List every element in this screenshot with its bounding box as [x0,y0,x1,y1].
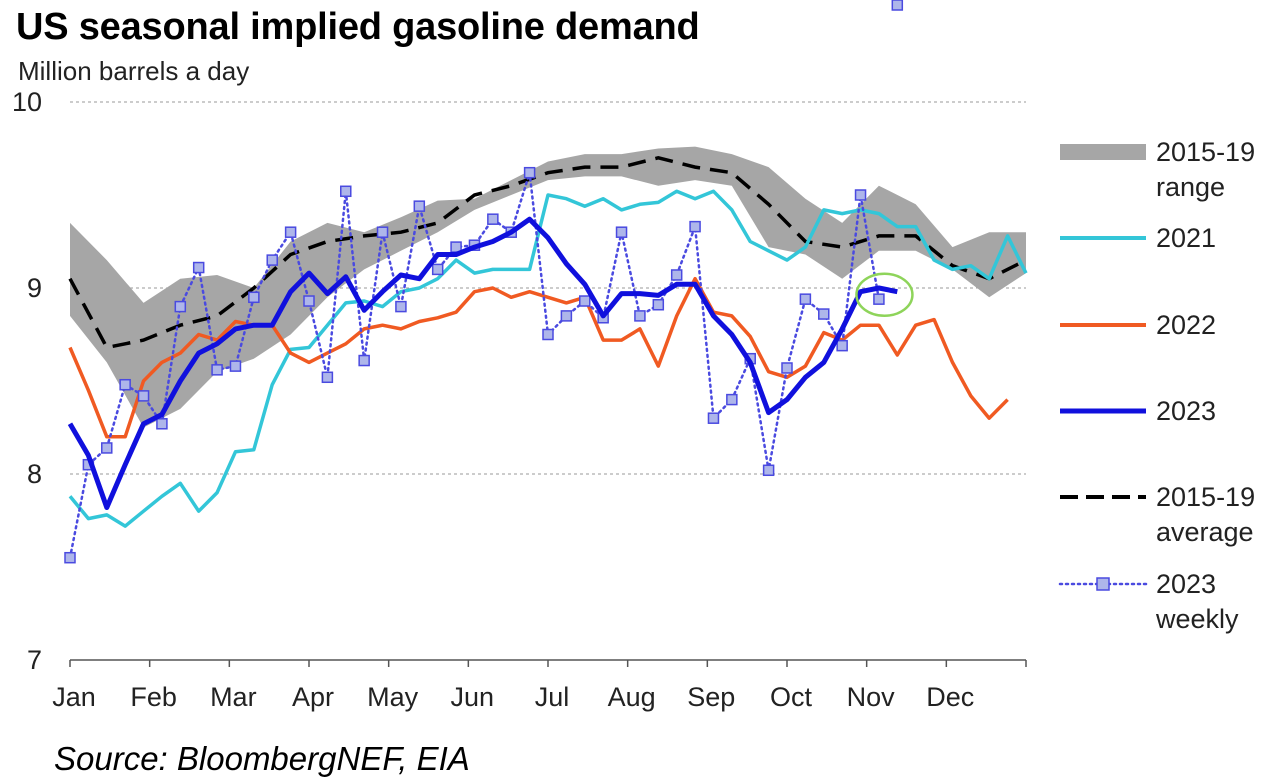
legend-label-s2022-0: 2022 [1156,310,1216,340]
legend-item-s2021: 2021 [1060,223,1216,253]
weekly-marker-5 [137,390,150,402]
weekly-marker-26 [523,166,536,179]
legend-label-range-1: range [1156,172,1225,202]
range-layer [70,146,1026,428]
range-band-2015-19 [70,146,1026,428]
x-tick-label-mar: Mar [210,682,257,712]
series-line-avg [68,155,1027,350]
weekly-marker-32 [634,310,646,322]
weekly-marker-35 [689,220,701,233]
legend-label-range-0: 2015-19 [1156,137,1255,167]
legend-layer: 2015-19range2021202220232015-19average20… [1058,137,1255,634]
legend-swatch-range [1060,144,1146,160]
weekly-marker-9 [211,364,223,376]
weekly-marker-4 [119,378,131,391]
weekly-marker-36 [707,412,720,424]
axis-layer: 7 8 9 10 Jan Feb Mar Apr May Jun Jul Aug Sep Oct Nov De… [12,87,1027,712]
x-tick-label-sep: Sep [687,682,735,712]
series-line-s2022 [68,276,1009,439]
series-line-s2021 [68,189,1028,528]
weekly-marker-6 [156,418,168,430]
legend-label-avg-1: average [1156,517,1254,547]
series-line-s2023 [67,216,898,510]
weekly-marker-37 [726,393,738,406]
weekly-marker-19 [395,300,407,313]
weekly-marker-21 [431,263,444,276]
legend-item-weekly: 2023 weekly [1058,569,1239,634]
y-tick-label-10: 10 [12,87,42,117]
legend-label-s2023-0: 2023 [1156,396,1216,426]
legend-swatch-weekly-marker [1096,577,1110,591]
legend-label-avg-0: 2015-19 [1156,482,1255,512]
weekly-marker-42 [818,308,830,320]
legend-item-s2023: 2023 [1060,396,1216,426]
legend-item-range: 2015-19 range [1060,137,1255,202]
x-tick-label-dec: Dec [926,682,974,712]
x-tick-label-nov: Nov [847,682,896,712]
chart-title: US seasonal implied gasoline demand [16,6,700,48]
x-tick-label-jun: Jun [451,682,495,712]
series-line-weekly [68,172,881,559]
weekly-marker-31 [615,226,628,238]
x-tick-label-jul: Jul [535,682,570,712]
legend-item-avg: 2015-19 average [1060,482,1255,547]
highlight-circle [855,272,914,317]
x-tick-label-jan: Jan [52,682,96,712]
weekly-marker-16 [340,185,352,198]
weekly-marker-29 [579,295,591,307]
x-tick-label-aug: Aug [608,682,656,712]
weekly-marker-27 [542,328,554,341]
weekly-marker-7 [174,300,187,313]
weekly-marker-12 [266,254,278,266]
weekly-marker-14 [303,295,315,307]
chart-subtitle: Million barrels a day [18,56,250,86]
x-tick-label-apr: Apr [292,682,334,712]
weekly-marker-24 [487,213,499,225]
weekly-marker-45 [873,293,885,305]
y-tick-label-9: 9 [27,273,42,303]
weekly-marker-3 [101,442,113,454]
legend-label-weekly-0: 2023 [1156,569,1216,599]
y-tick-label-8: 8 [27,459,42,489]
weekly-marker-15 [321,371,334,384]
weekly-marker-8 [192,261,205,274]
weekly-marker-40 [781,362,793,374]
y-tick-label-7: 7 [27,645,42,675]
weekly-marker-41 [799,293,812,305]
weekly-marker-33 [652,298,665,311]
weekly-marker-28 [560,310,573,322]
series-layer [64,0,1028,564]
weekly-marker-34 [670,269,683,281]
weekly-marker-39 [762,464,775,477]
weekly-marker-11 [248,291,260,304]
legend-label-weekly-1: weekly [1155,604,1239,634]
weekly-marker-20 [413,200,426,212]
weekly-marker-44 [854,189,867,201]
weekly-marker-18 [376,226,389,238]
weekly-marker-17 [358,354,370,367]
weekly-marker-46 [891,0,904,11]
weekly-marker-13 [284,226,297,238]
x-tick-label-feb: Feb [130,682,177,712]
weekly-marker-43 [836,339,848,352]
legend-label-s2021-0: 2021 [1156,223,1216,253]
legend-item-s2022: 2022 [1060,310,1216,340]
weekly-marker-10 [229,360,242,372]
weekly-marker-1 [64,551,76,564]
x-tick-label-may: May [367,682,419,712]
x-tick-label-oct: Oct [770,682,813,712]
chart-source: Source: BloombergNEF, EIA [54,740,470,777]
